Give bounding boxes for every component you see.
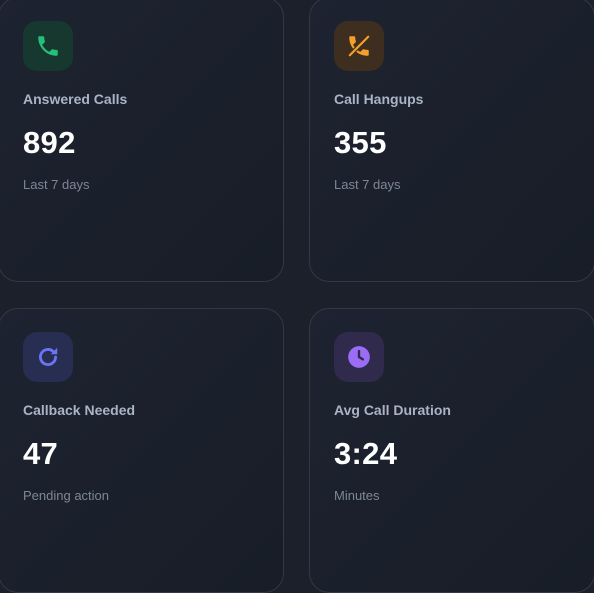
stat-card-answered-calls: Answered Calls 892 Last 7 days xyxy=(0,0,284,282)
stat-card-callback-needed: Callback Needed 47 Pending action xyxy=(0,308,284,593)
stat-label: Callback Needed xyxy=(23,402,136,418)
stat-label: Answered Calls xyxy=(23,91,128,107)
stat-value: 47 xyxy=(23,436,59,471)
stat-card-avg-call-duration: Avg Call Duration 3:24 Minutes xyxy=(309,308,594,593)
stat-value: 892 xyxy=(23,125,76,160)
clock-icon xyxy=(334,332,384,382)
stat-subtitle: Last 7 days xyxy=(23,177,90,192)
stat-label: Call Hangups xyxy=(334,91,424,107)
phone-hangup-icon xyxy=(334,21,384,71)
phone-icon xyxy=(23,21,73,71)
stat-label: Avg Call Duration xyxy=(334,402,451,418)
refresh-icon xyxy=(23,332,73,382)
stat-value: 355 xyxy=(334,125,387,160)
stat-card-call-hangups: Call Hangups 355 Last 7 days xyxy=(309,0,594,282)
stat-subtitle: Minutes xyxy=(334,488,380,503)
stat-subtitle: Last 7 days xyxy=(334,177,401,192)
stat-subtitle: Pending action xyxy=(23,488,110,503)
stat-value: 3:24 xyxy=(334,436,398,471)
